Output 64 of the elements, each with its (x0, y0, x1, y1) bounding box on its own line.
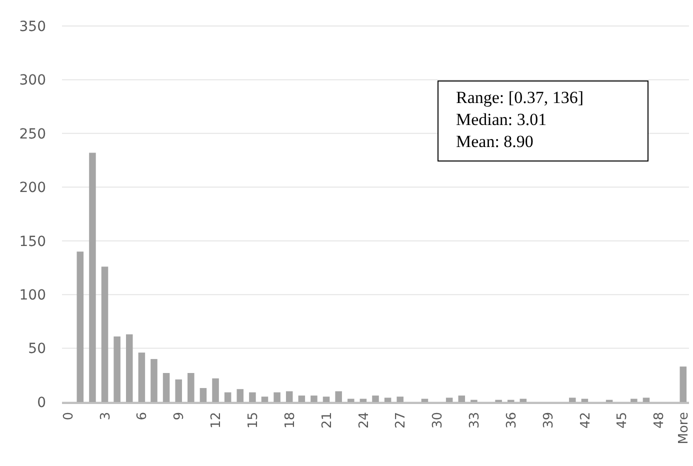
bar (212, 378, 219, 402)
y-tick-label: 250 (19, 126, 46, 142)
bar (114, 336, 120, 402)
bar (298, 396, 306, 402)
bar (89, 152, 96, 402)
bar (630, 398, 638, 402)
bar (372, 396, 379, 402)
y-tick-label: 350 (19, 18, 46, 35)
bar (384, 398, 392, 402)
x-tick-label: 3 (98, 412, 114, 420)
x-tick-label: 12 (209, 412, 224, 429)
bar (261, 396, 268, 402)
y-tick-label: 50 (28, 341, 46, 358)
x-tick-label: 27 (394, 412, 409, 429)
x-tick-label: 0 (61, 412, 76, 420)
bar (150, 359, 158, 402)
bar (249, 392, 256, 402)
bar (188, 372, 194, 402)
bar (126, 334, 133, 402)
x-tick-label: 18 (282, 412, 298, 429)
bar (642, 398, 650, 402)
y-tick-label: 200 (19, 180, 46, 196)
x-tick-label: 48 (652, 412, 668, 429)
bar (446, 398, 453, 402)
x-tick-label: 30 (430, 412, 446, 429)
x-tick-label: 21 (320, 412, 335, 429)
bar (101, 266, 108, 402)
y-tick-label: 100 (19, 287, 46, 304)
bar (335, 391, 342, 402)
bar (310, 396, 318, 402)
x-tick-label: 36 (504, 412, 520, 429)
x-tick-label: More (676, 412, 692, 444)
bar (520, 398, 527, 402)
bar (200, 388, 207, 402)
bar (360, 398, 367, 402)
bar (458, 396, 466, 402)
x-tick-label: 6 (135, 412, 150, 420)
bar (224, 392, 232, 402)
bar (396, 396, 404, 402)
bar (138, 352, 146, 402)
x-tick-label: 42 (578, 412, 594, 429)
x-tick-label: 9 (172, 412, 188, 420)
annotation: Range: [0.37, 136] (456, 88, 584, 107)
x-tick-label: 33 (468, 412, 482, 429)
x-tick-label: 24 (356, 412, 372, 429)
x-tick-label: 15 (246, 412, 261, 429)
annotation: Mean: 8.90 (456, 132, 534, 151)
bar (581, 398, 588, 402)
x-tick-label: 39 (541, 412, 556, 429)
bar (76, 252, 84, 402)
bar (421, 398, 428, 402)
y-tick-label: 300 (19, 72, 46, 89)
x-tick-label: 45 (615, 412, 630, 429)
bar (680, 366, 687, 402)
bar (175, 379, 182, 402)
bar (348, 398, 354, 402)
bar (162, 372, 170, 402)
y-tick-label: 150 (19, 234, 46, 250)
bar (569, 398, 576, 402)
bar (274, 392, 280, 402)
annotation: Median: 3.01 (456, 110, 547, 129)
bar (286, 391, 293, 402)
bar (322, 396, 330, 402)
bar (236, 389, 244, 402)
